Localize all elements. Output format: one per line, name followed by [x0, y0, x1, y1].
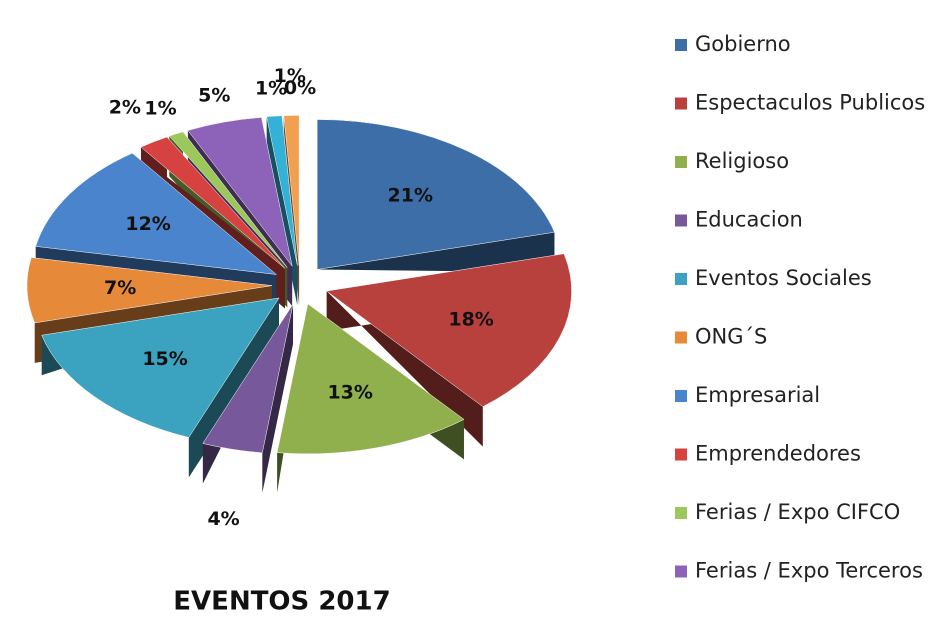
- slice: [283, 115, 300, 266]
- legend-label: Educacion: [695, 208, 803, 232]
- slice: [26, 257, 273, 324]
- legend-label: Ferias / Expo Terceros: [695, 559, 923, 583]
- data-label: 0%: [284, 77, 316, 99]
- legend-label: Gobierno: [695, 32, 791, 56]
- legend-swatch: [675, 273, 687, 285]
- slice: [35, 152, 278, 275]
- legend-label: Eventos Sociales: [695, 266, 872, 290]
- legend-swatch: [675, 39, 687, 51]
- data-label: 5%: [198, 84, 230, 106]
- data-label: 1%: [274, 65, 306, 87]
- slice: [266, 115, 298, 266]
- legend-label: Empresarial: [695, 383, 820, 407]
- data-label: 4%: [207, 508, 239, 530]
- slice: [326, 253, 572, 407]
- slice: [276, 303, 465, 455]
- data-label: 21%: [388, 185, 433, 207]
- legend-swatch: [675, 507, 687, 519]
- slice: [316, 119, 555, 270]
- slice: [41, 297, 280, 438]
- legend-label: ONG´S: [695, 325, 767, 349]
- slice: [202, 303, 294, 454]
- legend-swatch: [675, 331, 687, 344]
- chart-title: EVENTOS 2017: [173, 587, 390, 617]
- legend-swatch: [675, 97, 687, 110]
- legend-swatch: [675, 565, 687, 578]
- legend-swatch: [675, 156, 687, 168]
- data-label: 1%: [144, 98, 176, 120]
- legend-label: Emprendedores: [695, 442, 861, 466]
- data-label: 7%: [104, 277, 136, 299]
- legend-label: Ferias / Expo CIFCO: [695, 500, 900, 524]
- legend-swatch: [675, 214, 687, 227]
- data-label: 15%: [142, 348, 187, 370]
- data-label: 12%: [125, 213, 170, 235]
- slice: [140, 136, 286, 269]
- slice: [187, 117, 293, 267]
- legend-label: Espectaculos Publicos: [695, 91, 925, 115]
- legend-swatch: [675, 448, 687, 461]
- data-label: 18%: [448, 308, 493, 330]
- data-label: 2%: [109, 96, 141, 118]
- data-label: 1%: [255, 78, 287, 100]
- legend-label: Religioso: [695, 149, 789, 173]
- slice: [168, 131, 288, 268]
- data-label: 13%: [327, 382, 372, 404]
- legend-swatch: [675, 390, 687, 402]
